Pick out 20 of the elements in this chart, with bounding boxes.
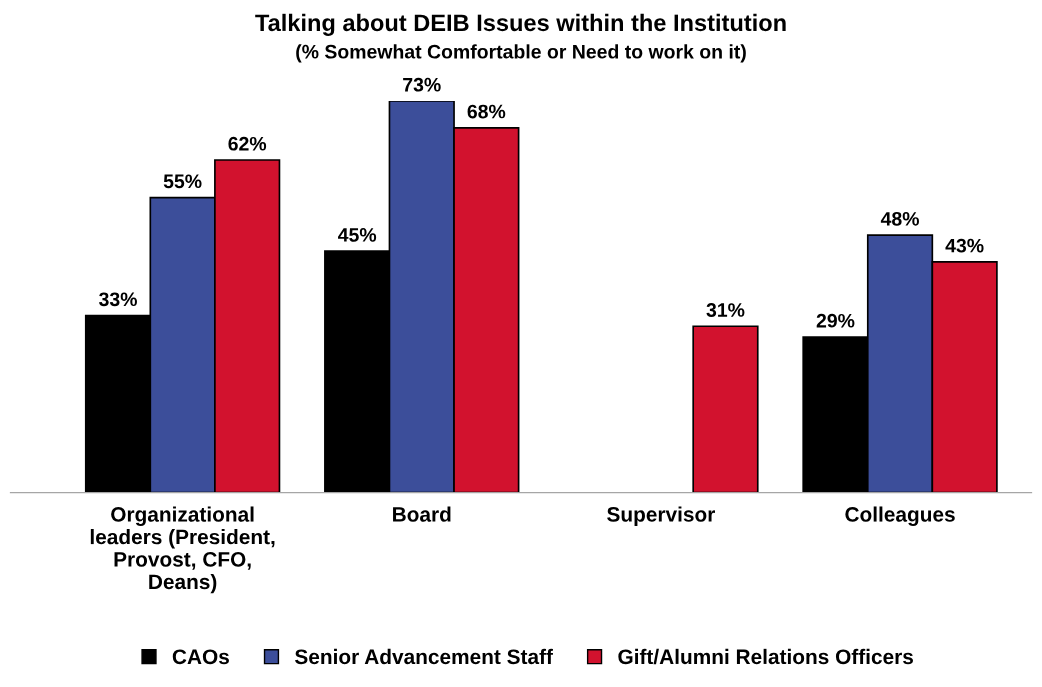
x-tick-label: Board [393,506,451,522]
x-tick-label: Colleagues [845,506,955,526]
chart-subtitle: (% Somewhat Comfortable or Need to work on it) [296,44,746,63]
legend-label: Gift/Alumni Relations Officers [618,648,913,665]
bar [692,325,759,493]
x-tick-label: Supervisor [607,506,716,526]
data-label: 55% [163,174,202,189]
data-label: 62% [228,136,267,151]
chart-title: Talking about DEIB Issues within the Institution [255,13,786,36]
data-label: 48% [880,211,919,226]
x-tick-label: Organizational leaders (President, Provost, CFO, Deans) [90,506,275,594]
data-label: 68% [467,104,506,119]
data-label: 29% [816,313,855,328]
legend-label: CAOs [172,649,229,665]
legend-label: Senior Advancement Staff [294,648,553,665]
data-label: 73% [403,77,441,92]
data-label: 31% [706,303,745,317]
data-label: 45% [338,228,377,242]
data-label: 43% [945,238,984,253]
data-label: 33% [99,292,137,307]
